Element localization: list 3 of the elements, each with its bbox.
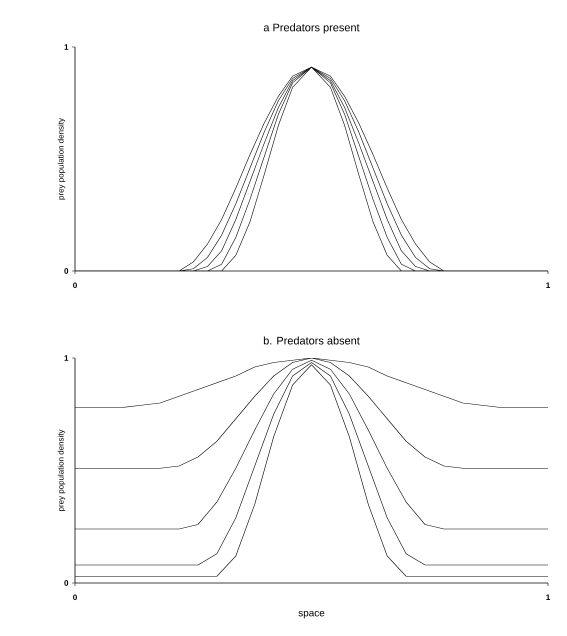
chart-title: a Predators present bbox=[264, 23, 360, 34]
x-axis-title: space bbox=[298, 610, 324, 618]
chart-title: b. Predators absent bbox=[264, 336, 360, 345]
